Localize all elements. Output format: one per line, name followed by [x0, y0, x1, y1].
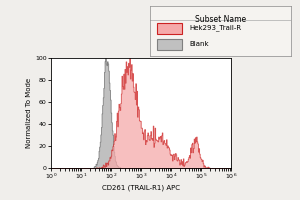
FancyBboxPatch shape	[157, 39, 182, 50]
X-axis label: CD261 (TRAIL-R1) APC: CD261 (TRAIL-R1) APC	[102, 184, 180, 191]
Y-axis label: Normalized To Mode: Normalized To Mode	[26, 78, 32, 148]
Text: Blank: Blank	[190, 42, 209, 47]
Text: Subset Name: Subset Name	[195, 15, 246, 24]
FancyBboxPatch shape	[157, 22, 182, 33]
Text: Hek293_Trail-R: Hek293_Trail-R	[190, 25, 242, 31]
